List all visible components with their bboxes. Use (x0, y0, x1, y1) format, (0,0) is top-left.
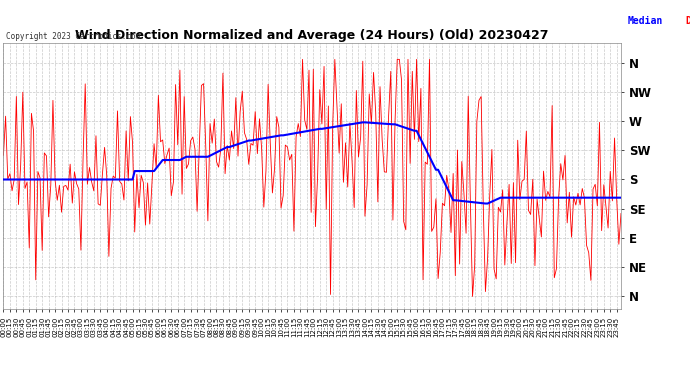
Title: Wind Direction Normalized and Average (24 Hours) (Old) 20230427: Wind Direction Normalized and Average (2… (75, 29, 549, 42)
Text: Median: Median (627, 16, 662, 26)
Text: Copyright 2023 Cartronics.com: Copyright 2023 Cartronics.com (6, 32, 139, 41)
Text: Direction: Direction (686, 16, 690, 26)
